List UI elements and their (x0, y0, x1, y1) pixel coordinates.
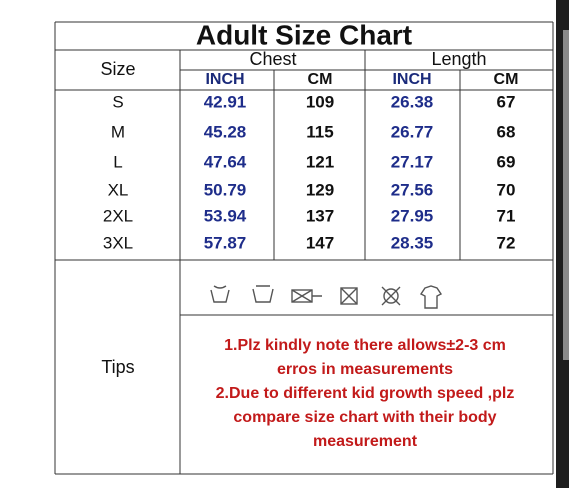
chest-inch: 45.28 (204, 122, 247, 141)
chest-cm: 115 (306, 122, 333, 141)
chest-cm: 129 (306, 180, 334, 199)
unit-header: INCH (205, 71, 244, 88)
chest-inch: 57.87 (204, 233, 247, 252)
length-cm: 67 (497, 92, 516, 111)
title: Adult Size Chart (196, 19, 412, 50)
rows: S 42.91 109 26.38 67 M 45.28 115 26.77 68 L 47.64 12… (103, 92, 516, 252)
chest-cm: 147 (306, 233, 334, 252)
size: M (111, 122, 125, 141)
size: L (113, 152, 122, 171)
length-inch: 26.38 (391, 92, 434, 111)
length-cm: 68 (497, 122, 516, 141)
chest-inch: 47.64 (204, 152, 247, 171)
tip-line: erros in measurements (277, 361, 453, 378)
length-inch: 27.17 (391, 152, 434, 171)
unit-header: INCH (392, 71, 431, 88)
size: XL (108, 180, 129, 199)
chest-inch: 53.94 (204, 206, 247, 225)
tip-line: 2.Due to different kid growth speed ,plz (216, 385, 515, 402)
tip-line: 1.Plz kindly note there allows±2-3 cm (224, 337, 506, 354)
side-image (563, 30, 569, 360)
size: 3XL (103, 233, 133, 252)
size: S (112, 92, 123, 111)
size-header: Size (100, 59, 135, 79)
unit-header: CM (494, 71, 519, 88)
chest-cm: 137 (306, 206, 334, 225)
size: 2XL (103, 206, 133, 225)
length-cm: 69 (497, 152, 516, 171)
chest-header: Chest (249, 49, 296, 69)
tips-label: Tips (101, 357, 134, 377)
tips-text: 1.Plz kindly note there allows±2-3 cm err… (216, 337, 515, 450)
chest-inch: 42.91 (204, 92, 247, 111)
chest-cm: 109 (306, 92, 334, 111)
unit-header: CM (308, 71, 333, 88)
length-inch: 27.95 (391, 206, 434, 225)
table-grid (54, 21, 554, 475)
length-cm: 72 (497, 233, 516, 252)
length-inch: 26.77 (391, 122, 434, 141)
tip-line: compare size chart with their body (233, 409, 496, 426)
length-header: Length (431, 49, 486, 69)
length-cm: 70 (497, 180, 516, 199)
tip-line: measurement (313, 433, 418, 450)
length-cm: 71 (497, 206, 516, 225)
chest-cm: 121 (306, 152, 334, 171)
length-inch: 27.56 (391, 180, 434, 199)
chest-inch: 50.79 (204, 180, 247, 199)
length-inch: 28.35 (391, 233, 434, 252)
care-icons (210, 285, 443, 309)
